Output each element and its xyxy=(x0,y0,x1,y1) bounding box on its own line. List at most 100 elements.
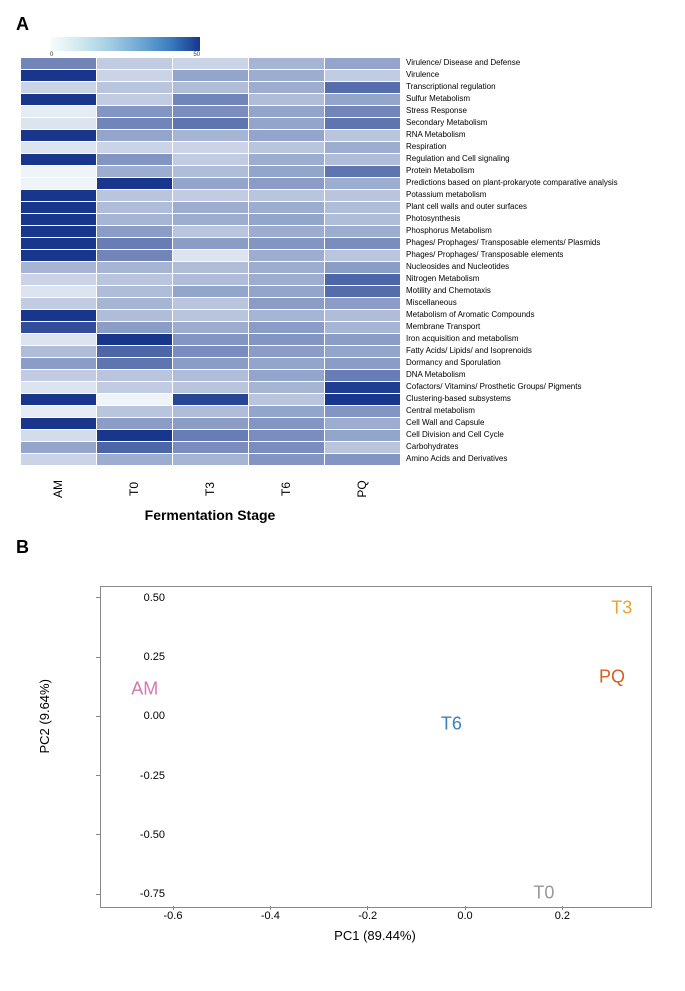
heatmap-cell xyxy=(249,214,324,225)
heatmap-cell xyxy=(325,334,400,345)
heatmap-row: Predictions based on plant-prokaryote co… xyxy=(20,177,685,189)
heatmap-row: Metabolism of Aromatic Compounds xyxy=(20,309,685,321)
heatmap-cell xyxy=(173,142,248,153)
heatmap-row: DNA Metabolism xyxy=(20,369,685,381)
heatmap-cell xyxy=(173,370,248,381)
colorbar-min: 0 xyxy=(50,52,53,58)
scatter-ytick: 0.25 xyxy=(125,651,165,663)
heatmap-row: Virulence xyxy=(20,69,685,81)
heatmap-cell xyxy=(325,274,400,285)
heatmap-row: Membrane Transport xyxy=(20,321,685,333)
heatmap-cell xyxy=(173,94,248,105)
heatmap-cell xyxy=(325,286,400,297)
heatmap-cell xyxy=(249,82,324,93)
heatmap-cell xyxy=(97,82,172,93)
heatmap-cell xyxy=(325,118,400,129)
scatter-ytick: -0.50 xyxy=(125,829,165,841)
heatmap-cell xyxy=(173,286,248,297)
heatmap-row: Regulation and Cell signaling xyxy=(20,153,685,165)
heatmap-row-label: Motility and Chemotaxis xyxy=(400,285,491,297)
scatter-point-label: T3 xyxy=(611,598,632,619)
heatmap-cell xyxy=(249,418,324,429)
heatmap-cell xyxy=(97,70,172,81)
heatmap-cell xyxy=(325,346,400,357)
heatmap-cell xyxy=(173,238,248,249)
heatmap-cell xyxy=(325,70,400,81)
heatmap-row: Iron acquisition and metabolism xyxy=(20,333,685,345)
heatmap-cell xyxy=(249,286,324,297)
heatmap-row-label: Phages/ Prophages/ Transposable elements… xyxy=(400,237,600,249)
scatter-ytick: -0.75 xyxy=(125,888,165,900)
heatmap-cell xyxy=(21,250,96,261)
heatmap-cell xyxy=(21,130,96,141)
tick-mark xyxy=(96,657,100,658)
heatmap-cell xyxy=(97,346,172,357)
heatmap-cell xyxy=(249,394,324,405)
scatter-xtitle: PC1 (89.44%) xyxy=(100,928,650,943)
heatmap-cell xyxy=(249,298,324,309)
heatmap-row-label: Phosphorus Metabolism xyxy=(400,225,492,237)
heatmap-cell xyxy=(325,322,400,333)
heatmap-row-label: Cell Division and Cell Cycle xyxy=(400,429,504,441)
heatmap-row-label: Phages/ Prophages/ Transposable elements xyxy=(400,249,563,261)
heatmap-row-label: Protein Metabolism xyxy=(400,165,474,177)
heatmap-row-label: Plant cell walls and outer surfaces xyxy=(400,201,527,213)
heatmap-cell xyxy=(325,214,400,225)
tick-mark xyxy=(562,906,563,910)
heatmap-cell xyxy=(173,430,248,441)
panel-a-label: A xyxy=(16,14,685,35)
heatmap-row-label: Regulation and Cell signaling xyxy=(400,153,510,165)
heatmap-x-label: AM xyxy=(40,451,76,527)
heatmap-row-label: Photosynthesis xyxy=(400,213,460,225)
heatmap-cell xyxy=(249,238,324,249)
heatmap-cell xyxy=(249,154,324,165)
heatmap-row-label: Iron acquisition and metabolism xyxy=(400,333,519,345)
heatmap-cell xyxy=(97,274,172,285)
heatmap-cell xyxy=(173,358,248,369)
heatmap-cell xyxy=(173,418,248,429)
heatmap-row-label: Virulence xyxy=(400,69,439,81)
heatmap-cell xyxy=(173,382,248,393)
heatmap-cell xyxy=(97,58,172,69)
heatmap-row-label: Potassium metabolism xyxy=(400,189,486,201)
heatmap-row-label: Central metabolism xyxy=(400,405,475,417)
heatmap-row-label: Cell Wall and Capsule xyxy=(400,417,484,429)
heatmap-cell xyxy=(97,178,172,189)
heatmap-row-label: Predictions based on plant-prokaryote co… xyxy=(400,177,618,189)
heatmap-cell xyxy=(97,298,172,309)
heatmap-cell xyxy=(173,190,248,201)
heatmap-cell xyxy=(325,178,400,189)
heatmap-row: Phages/ Prophages/ Transposable elements… xyxy=(20,237,685,249)
heatmap-row: Respiration xyxy=(20,141,685,153)
colorbar-gradient xyxy=(50,37,200,51)
heatmap-cell xyxy=(249,262,324,273)
heatmap-cell xyxy=(97,130,172,141)
heatmap-cell xyxy=(173,130,248,141)
heatmap-row: Plant cell walls and outer surfaces xyxy=(20,201,685,213)
heatmap-cell xyxy=(97,334,172,345)
heatmap-cell xyxy=(325,226,400,237)
heatmap-cell xyxy=(97,394,172,405)
heatmap-cell xyxy=(21,298,96,309)
heatmap-cell xyxy=(173,262,248,273)
heatmap-cell xyxy=(249,334,324,345)
heatmap-row-label: Metabolism of Aromatic Compounds xyxy=(400,309,535,321)
tick-mark xyxy=(96,597,100,598)
heatmap-cell xyxy=(97,118,172,129)
heatmap-cell xyxy=(325,418,400,429)
heatmap-cell xyxy=(21,322,96,333)
heatmap-cell xyxy=(97,202,172,213)
heatmap-row-label: Cofactors/ Vitamins/ Prosthetic Groups/ … xyxy=(400,381,581,393)
scatter-point-label: T0 xyxy=(533,882,554,903)
heatmap-cell xyxy=(21,370,96,381)
heatmap-row-label: Transcriptional regulation xyxy=(400,81,496,93)
heatmap-row-label: Carbohydrates xyxy=(400,441,458,453)
heatmap-x-label: T3 xyxy=(192,451,228,527)
heatmap-row-label: Membrane Transport xyxy=(400,321,480,333)
heatmap-row: Photosynthesis xyxy=(20,213,685,225)
heatmap-cell xyxy=(97,106,172,117)
heatmap-cell xyxy=(21,178,96,189)
tick-mark xyxy=(367,906,368,910)
heatmap-cell xyxy=(97,406,172,417)
heatmap-cell xyxy=(325,94,400,105)
